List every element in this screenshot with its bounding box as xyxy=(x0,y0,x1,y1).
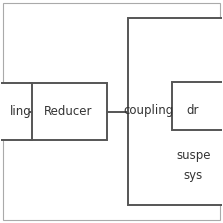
Text: suspe: suspe xyxy=(176,149,211,162)
Text: ling: ling xyxy=(10,105,31,118)
Bar xyxy=(0,83,32,140)
Bar xyxy=(128,19,223,204)
Text: Reducer: Reducer xyxy=(44,105,93,118)
Text: coupling: coupling xyxy=(123,104,173,117)
Bar xyxy=(172,82,223,130)
Text: dr: dr xyxy=(186,104,199,117)
Text: sys: sys xyxy=(184,169,203,182)
Bar xyxy=(29,83,107,140)
